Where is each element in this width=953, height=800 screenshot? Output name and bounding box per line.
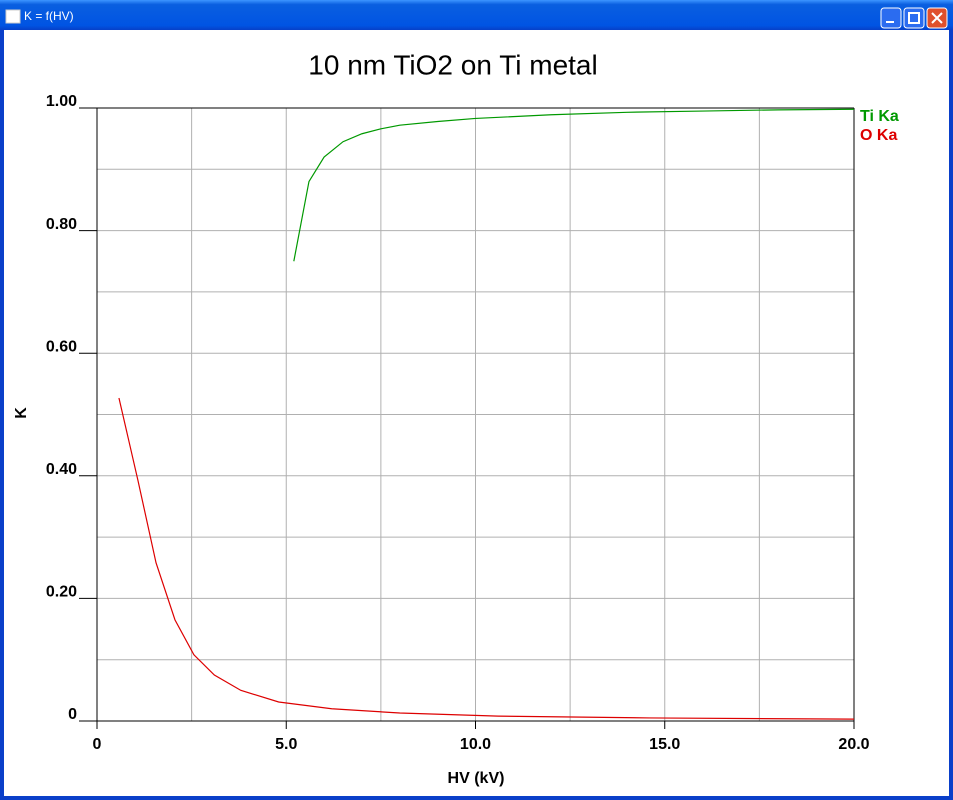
title-bar <box>0 0 953 30</box>
close-glyph <box>931 12 943 24</box>
legend-entry: Ti Ka <box>860 108 899 125</box>
client-area <box>4 30 949 796</box>
legend-entry: O Ka <box>860 127 897 144</box>
x-tick-label: 20.0 <box>838 736 869 753</box>
x-tick-label: 0 <box>93 736 102 753</box>
x-axis-label: HV (kV) <box>448 770 505 787</box>
x-tick-label: 15.0 <box>649 736 680 753</box>
series-line <box>293 108 855 262</box>
y-tick-label: 0 <box>68 706 77 723</box>
x-tick-label: 10.0 <box>460 736 491 753</box>
y-tick-label: 0.40 <box>46 461 77 478</box>
maximize-button[interactable] <box>903 7 925 29</box>
y-tick-label: 0.80 <box>46 216 77 233</box>
y-tick-label: 0.60 <box>46 338 77 355</box>
minimize-button[interactable] <box>880 7 902 29</box>
series-line <box>118 397 855 720</box>
chart-title: 10 nm TiO2 on Ti metal <box>308 49 597 80</box>
window-icon <box>5 9 21 24</box>
window-title: K = f(HV) <box>24 9 74 23</box>
window-buttons[interactable] <box>880 7 948 29</box>
y-tick-label: 0.20 <box>46 584 77 601</box>
y-tick-label: 1.00 <box>46 93 77 110</box>
y-axis-label: K <box>13 407 30 419</box>
maximize-glyph <box>908 12 920 24</box>
x-tick-label: 5.0 <box>275 736 297 753</box>
